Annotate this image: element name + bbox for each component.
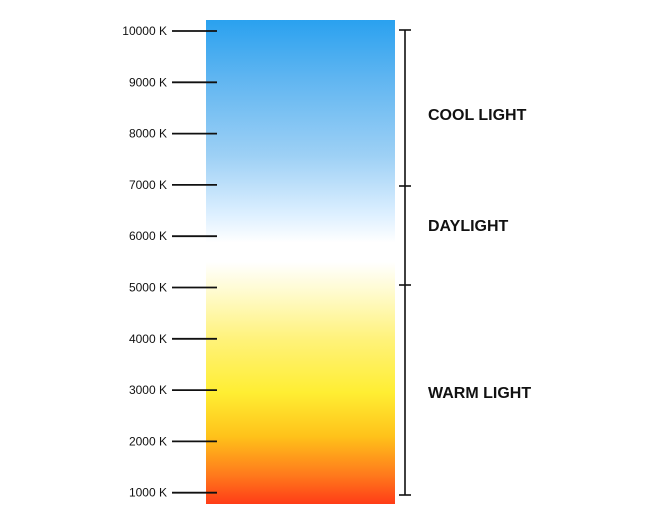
tick-label: 1000 K [129, 486, 167, 500]
tick-label: 3000 K [129, 383, 167, 397]
tick-label: 6000 K [129, 229, 167, 243]
tick-label: 10000 K [122, 24, 167, 38]
tick-label: 4000 K [129, 332, 167, 346]
cool-light-label: COOL LIGHT [428, 107, 527, 124]
tick-label: 7000 K [129, 178, 167, 192]
tick-label: 8000 K [129, 127, 167, 141]
tick-label: 9000 K [129, 75, 167, 89]
color-temperature-gradient [206, 20, 395, 504]
tick-label: 2000 K [129, 434, 167, 448]
warm-light-label: WARM LIGHT [428, 385, 532, 402]
daylight-label: DAYLIGHT [428, 218, 509, 235]
tick-label: 5000 K [129, 281, 167, 295]
